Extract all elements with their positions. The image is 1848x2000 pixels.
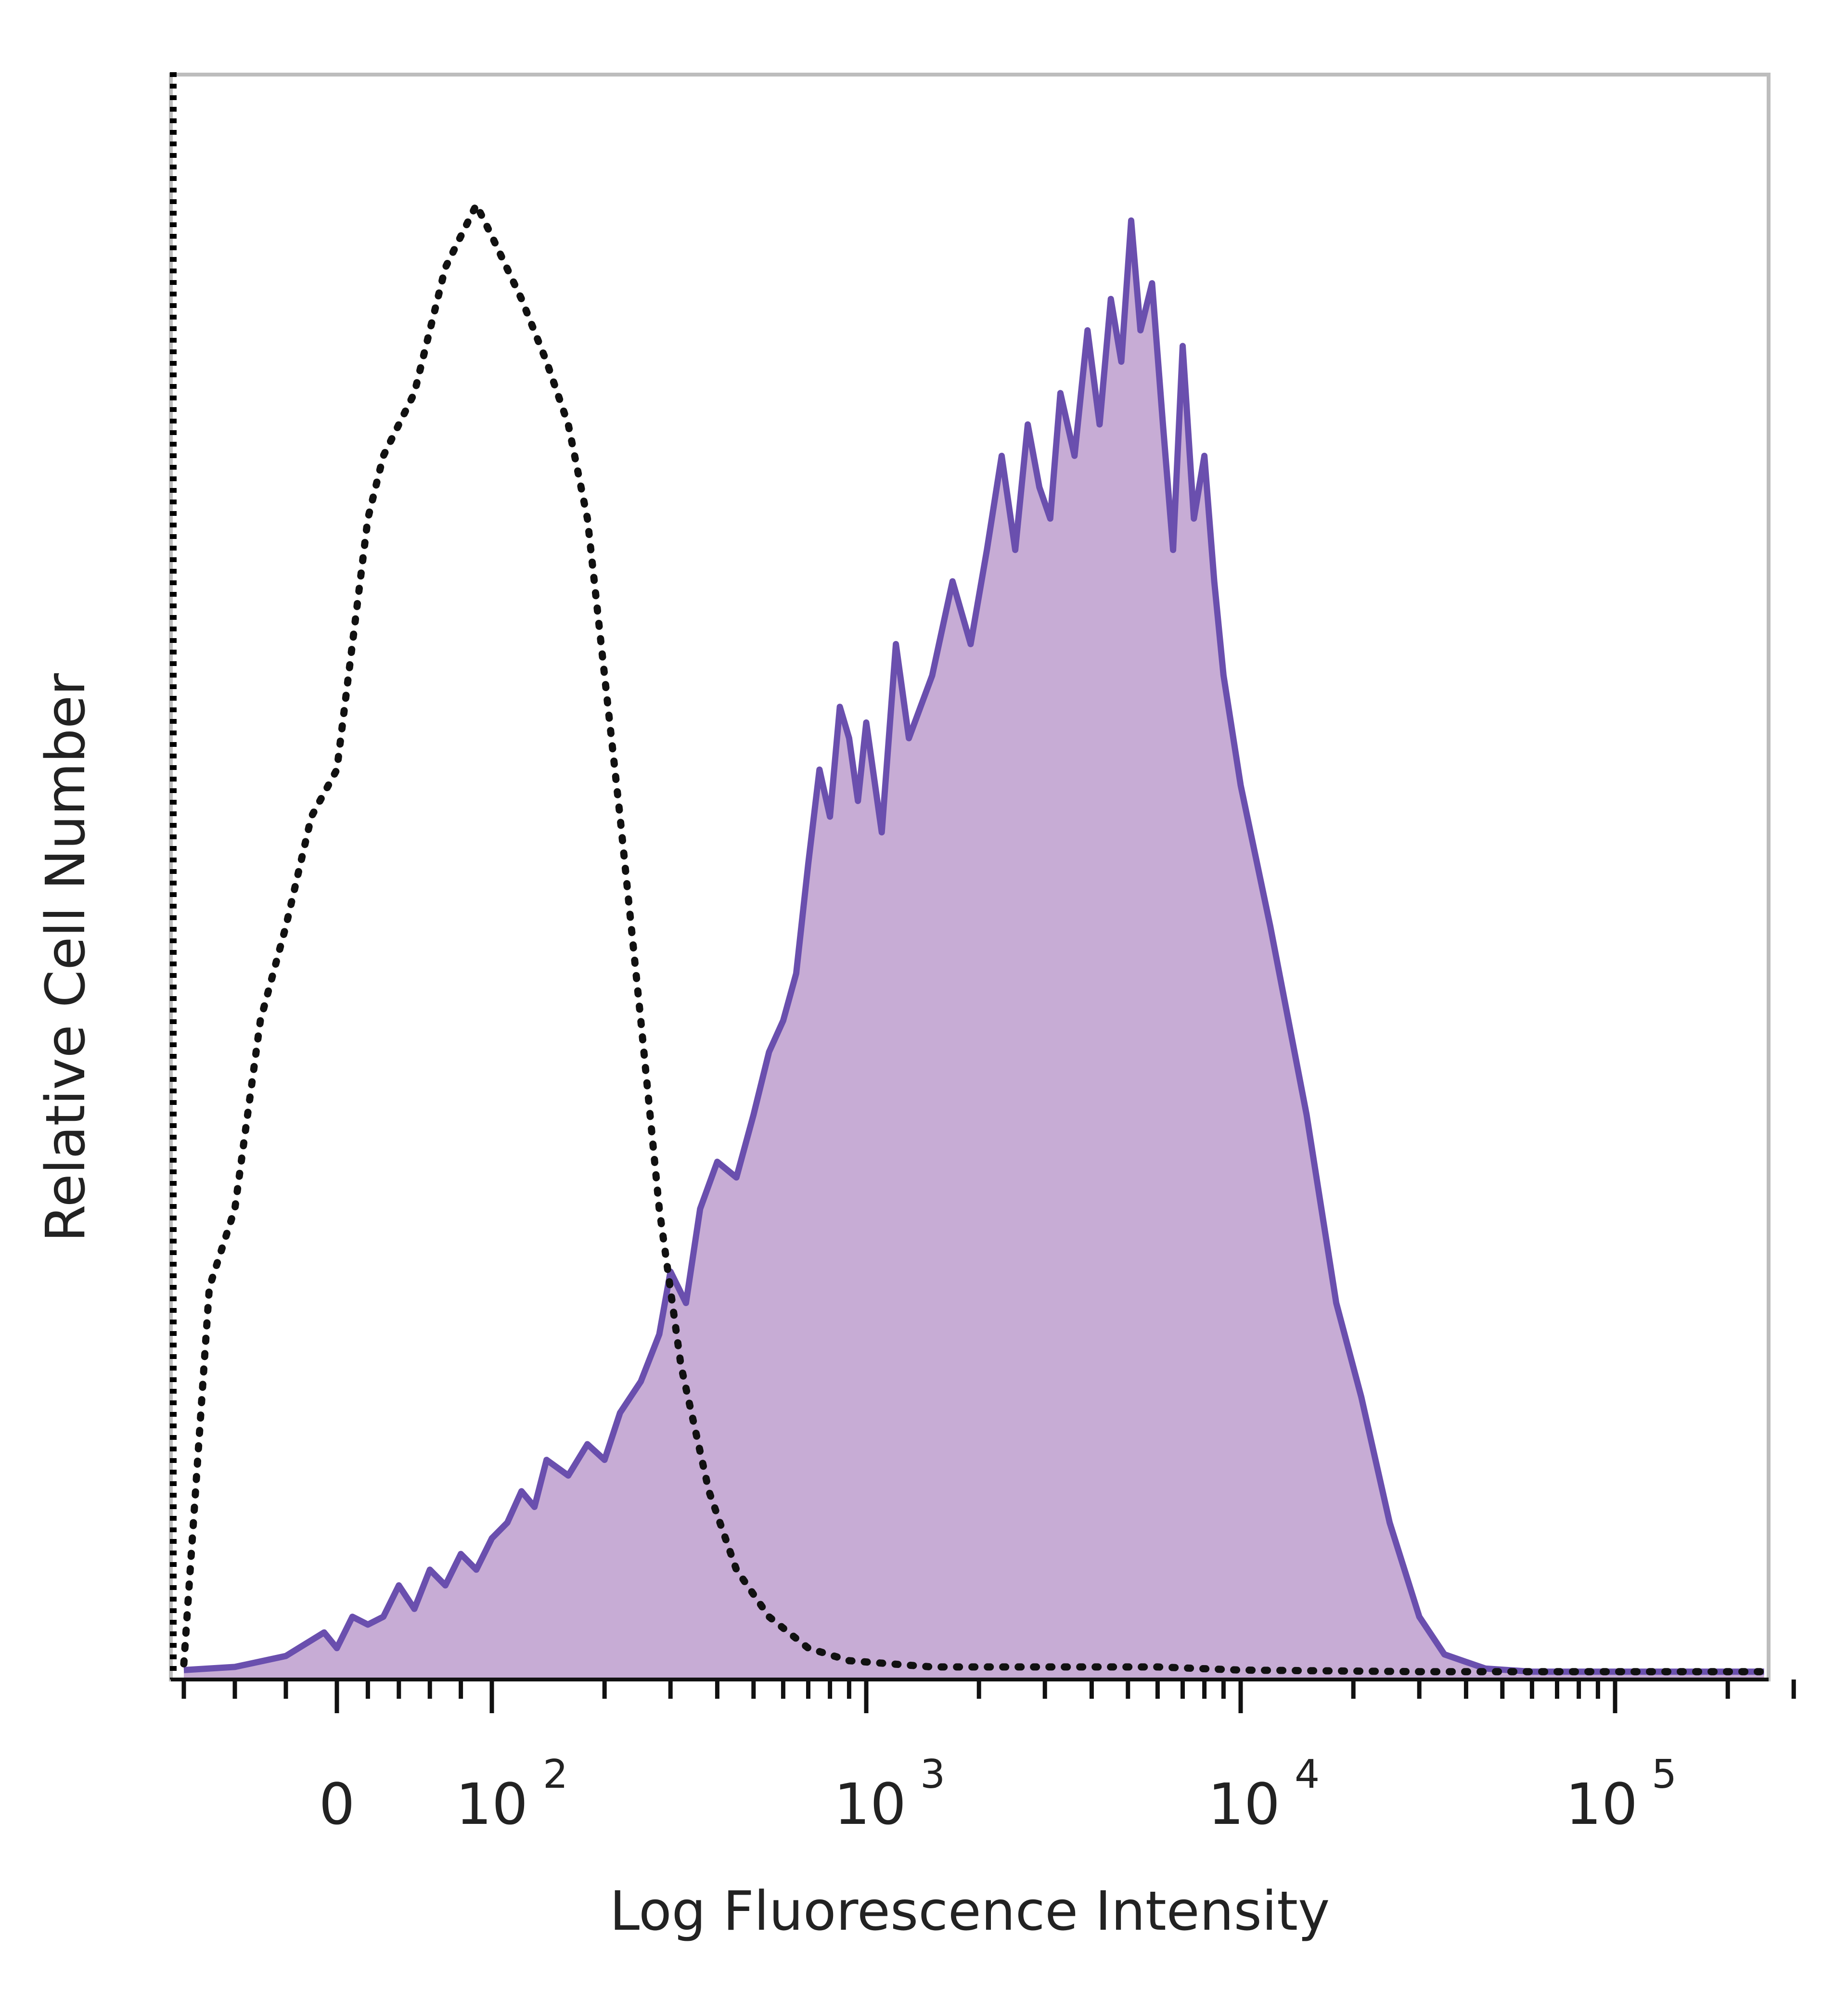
x-tick-base: 10	[834, 1771, 906, 1837]
x-tick-label-10-4: 10 4	[1208, 1752, 1320, 1837]
x-tick-base: 10	[1208, 1771, 1280, 1837]
x-tick-base: 10	[1566, 1771, 1638, 1837]
x-tick-exponent: 4	[1295, 1752, 1320, 1797]
x-tick-label-0: 0	[319, 1771, 355, 1837]
x-tick-exponent: 2	[543, 1752, 568, 1797]
x-tick-base: 0	[319, 1771, 355, 1837]
x-tick-label-10-3: 10 3	[834, 1752, 945, 1837]
filled-series-line	[183, 217, 1764, 1675]
x-axis-title: Log Fluorescence Intensity	[610, 1880, 1330, 1943]
x-tick-label-10-5: 10 5	[1566, 1752, 1677, 1837]
x-tick-label-10-2: 10 2	[456, 1752, 568, 1837]
x-tick-base: 10	[456, 1771, 528, 1837]
x-tick-exponent: 3	[920, 1752, 945, 1797]
x-tick-exponent: 5	[1652, 1752, 1677, 1797]
x-axis-ticks	[181, 1679, 1796, 1713]
y-axis-title: Relative Cell Number	[35, 673, 97, 1242]
filled-series-area	[184, 220, 1764, 1680]
